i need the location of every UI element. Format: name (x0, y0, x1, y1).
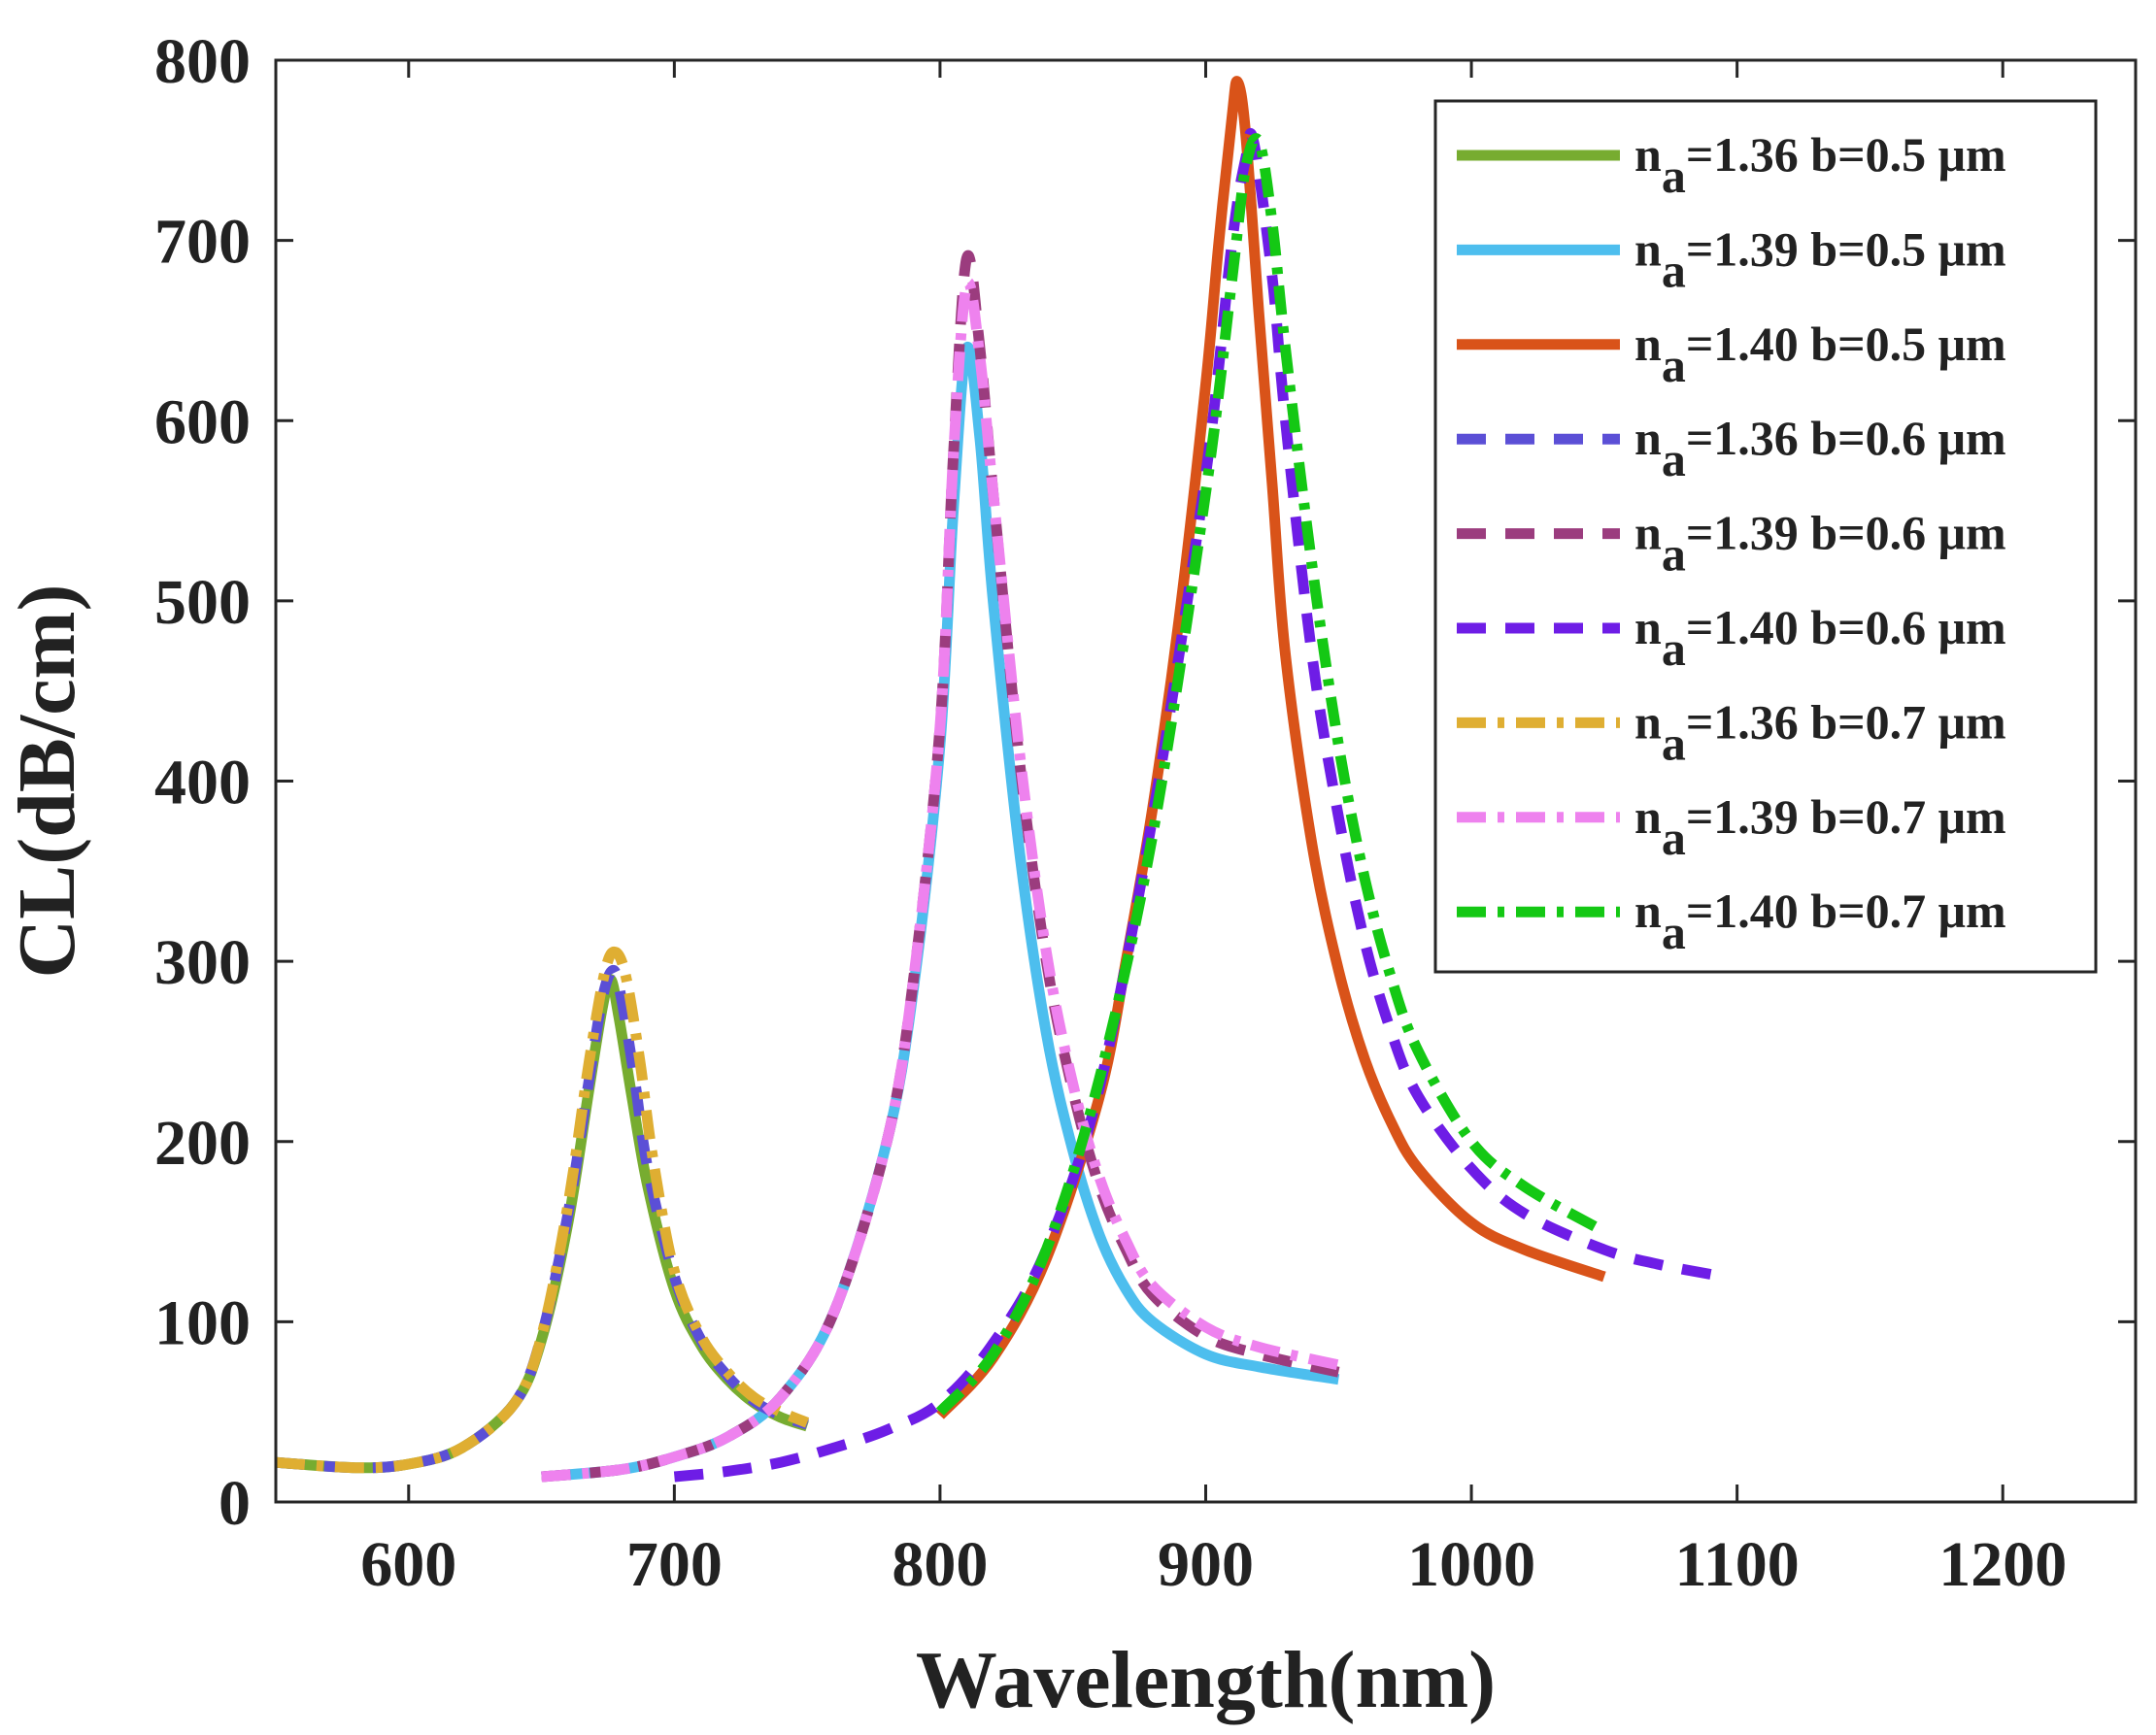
legend-label-subscript: a (1662, 527, 1686, 582)
legend-label-text: =1.36 b=0.7 μm (1686, 694, 2006, 749)
y-axis-label: CL(dB/cm) (2, 584, 92, 979)
legend-label-main: n (1634, 600, 1662, 654)
legend-label-6: na=1.40 b=0.6 μm (1634, 600, 2006, 676)
legend-label-subscript: a (1662, 432, 1686, 486)
legend-label-7: na=1.36 b=0.7 μm (1634, 694, 2006, 770)
legend-label-text: =1.39 b=0.7 μm (1686, 789, 2006, 844)
legend-label-text: =1.40 b=0.6 μm (1686, 600, 2006, 654)
x-tick-label: 1100 (1674, 1529, 1799, 1600)
legend-label-main: n (1634, 221, 1662, 276)
axis-ticks (276, 58, 2136, 1504)
legend-label-subscript: a (1662, 243, 1686, 297)
legend-label-2: na=1.39 b=0.5 μm (1634, 221, 2006, 297)
series-line-2 (541, 341, 1340, 1483)
legend-label-text: =1.39 b=0.5 μm (1686, 221, 2006, 276)
legend-label-5: na=1.39 b=0.6 μm (1634, 506, 2006, 582)
legend-label-text: =1.36 b=0.5 μm (1686, 127, 2006, 182)
y-tick-label: 500 (154, 567, 251, 638)
tick-labels: 600 700 800 900 1000 1100 1200 0 100 200 300 400 500… (154, 26, 2067, 1600)
series-line-8 (541, 277, 1340, 1483)
legend-label-3: na=1.40 b=0.5 μm (1634, 317, 2006, 392)
series-line-9 (935, 133, 1607, 1417)
y-tick-label: 700 (154, 207, 251, 278)
legend-label-main: n (1634, 884, 1662, 938)
legend-label-text: =1.40 b=0.5 μm (1686, 317, 2006, 371)
legend-label-text: =1.40 b=0.7 μm (1686, 884, 2006, 938)
legend-label-main: n (1634, 127, 1662, 182)
y-tick-label: 600 (154, 386, 251, 457)
series-layer (275, 76, 1726, 1483)
legend-label-subscript: a (1662, 811, 1686, 865)
legend-label-subscript: a (1662, 905, 1686, 959)
x-tick-label: 1000 (1407, 1529, 1535, 1600)
legend-label-main: n (1634, 411, 1662, 465)
legend-label-text: =1.36 b=0.6 μm (1686, 411, 2006, 465)
y-tick-label: 400 (154, 748, 251, 818)
x-tick-label: 600 (360, 1529, 456, 1600)
legend-label-subscript: a (1662, 716, 1686, 770)
series-line-7 (275, 946, 810, 1474)
legend-label-subscript: a (1662, 621, 1686, 676)
legend-label-main: n (1634, 789, 1662, 844)
x-tick-label: 800 (892, 1529, 988, 1600)
x-tick-label: 700 (626, 1529, 723, 1600)
plot-frame (274, 58, 2138, 1504)
y-tick-label: 200 (154, 1108, 251, 1179)
legend-label-8: na=1.39 b=0.7 μm (1634, 789, 2006, 865)
legend-label-9: na=1.40 b=0.7 μm (1634, 884, 2006, 959)
series-line-3 (935, 76, 1606, 1419)
x-tick-label: 900 (1158, 1529, 1254, 1600)
y-tick-label: 100 (154, 1287, 251, 1358)
x-axis-label: Wavelength(nm) (916, 1635, 1496, 1725)
y-tick-label: 300 (154, 927, 251, 998)
series-line-1 (275, 974, 809, 1474)
series-line-6 (673, 128, 1726, 1483)
y-tick-label: 800 (154, 26, 251, 97)
legend-label-text: =1.39 b=0.6 μm (1686, 506, 2006, 560)
y-tick-label: 0 (219, 1468, 251, 1539)
legend-label-4: na=1.36 b=0.6 μm (1634, 411, 2006, 486)
legend-label-main: n (1634, 506, 1662, 560)
series-line-5 (541, 250, 1340, 1483)
legend-label-main: n (1634, 694, 1662, 749)
legend-label-subscript: a (1662, 149, 1686, 203)
series-line-4 (275, 964, 809, 1474)
legend-label-main: n (1634, 317, 1662, 371)
x-tick-label: 1200 (1938, 1529, 2067, 1600)
legend-label-1: na=1.36 b=0.5 μm (1634, 127, 2006, 203)
legend-label-subscript: a (1662, 338, 1686, 392)
